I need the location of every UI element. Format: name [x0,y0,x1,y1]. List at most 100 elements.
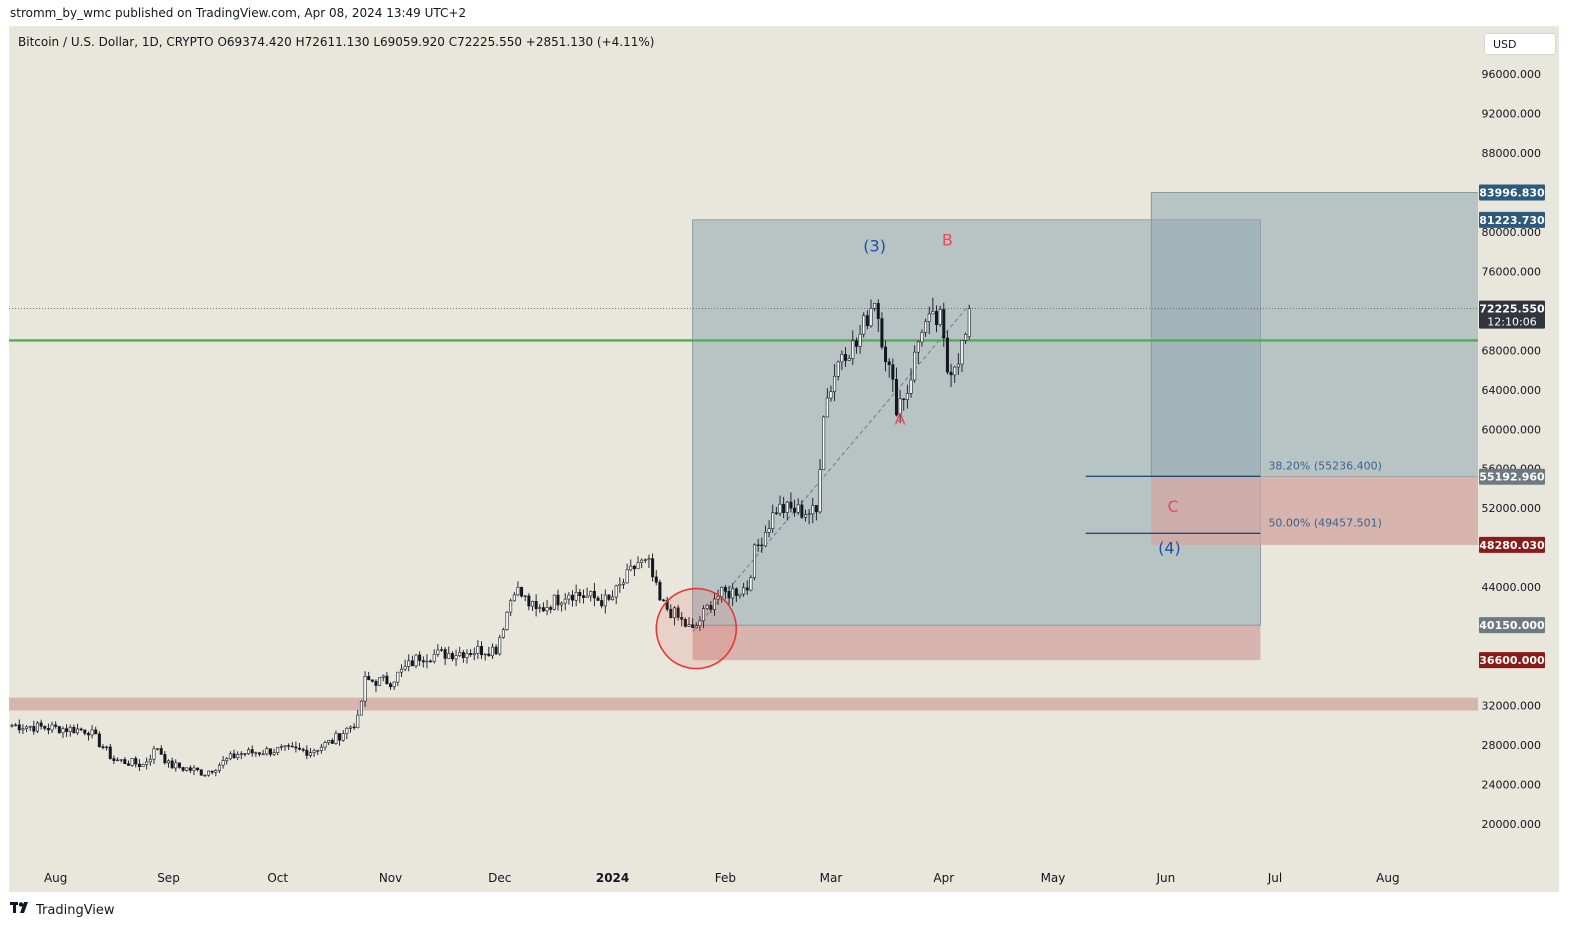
candle-body [279,746,283,748]
candle-body [367,676,371,681]
candle-body [829,391,833,399]
candle-body [450,653,454,660]
candle-body [79,728,83,731]
candle-body [356,714,360,729]
candle-body [112,758,116,761]
x-tick-label: Sep [157,871,180,885]
x-tick-label: May [1041,871,1066,885]
price-tag-1 [1479,211,1545,228]
y-tick-label: 64000.000 [1482,384,1542,397]
candle-body [916,341,920,353]
candle-body [232,753,236,758]
y-tick-label: 28000.000 [1482,739,1542,752]
candle-body [25,726,29,730]
candle-body [283,745,287,747]
symbol-ohlc-line: Bitcoin / U.S. Dollar, 1D, CRYPTO O69374… [18,35,655,49]
wave-label-0: (3) [863,237,886,256]
trend-line [692,304,970,632]
y-tick-label: 44000.000 [1482,581,1542,594]
candle-body [520,587,524,597]
candle-body [243,753,247,755]
x-tick-label: Feb [715,871,736,885]
y-tick-label: 52000.000 [1482,502,1542,515]
candle-body [782,503,786,513]
price-tag-6 [1479,652,1545,669]
candle-body [938,309,942,325]
y-tick-label: 96000.000 [1482,68,1542,81]
candle-body [50,724,54,731]
candle-body [418,654,422,661]
candle-body [960,340,964,365]
candle-body [207,770,211,776]
candle-body [57,726,61,734]
candle-body [658,581,662,601]
candle-body [272,752,276,755]
candle-body [836,361,840,377]
candle-body [873,302,877,309]
candle-body [501,629,505,638]
x-tick-label: Nov [379,871,402,885]
candle-body [268,748,272,755]
candle-body [949,371,953,376]
candle-body [217,764,221,771]
candle-body [276,747,280,753]
y-tick-label: 20000.000 [1482,818,1542,831]
candle-body [556,594,560,606]
price-tag-label-0: 83996.830 [1479,186,1545,199]
zone-red-1 [692,625,1261,661]
candle-body [811,505,815,515]
candle-body [760,544,764,547]
candle-body [603,594,607,607]
candle-body [177,762,181,768]
currency-button[interactable]: USD [1484,33,1556,55]
y-axis: 96000.000 92000.000 88000.000 80000.000 7600… [1479,68,1545,831]
y-tick-label: 60000.000 [1482,423,1542,436]
candle-body [181,767,185,771]
candle-body [72,726,76,734]
candle-body [902,398,906,401]
candle-body [884,346,888,363]
candle-body [126,763,130,766]
candle-body [945,337,949,373]
candle-body [123,759,127,765]
x-tick-label: Mar [820,871,843,885]
candle-body [552,594,556,610]
candle-body [632,565,636,570]
candle-body [236,754,240,758]
candle-body [61,728,65,734]
candle-body [643,559,647,561]
candle-body [363,676,367,702]
candle-body [298,747,302,750]
y-tick-label: 92000.000 [1482,107,1542,120]
candle-body [261,753,265,756]
candle-body [105,746,109,749]
candle-body [956,363,960,368]
candle-body [796,504,800,513]
candle-body [483,653,487,656]
candle-body [763,532,767,547]
candle-body [691,624,695,628]
fib-label-1: 50.00% (49457.501) [1268,516,1382,529]
candle-body [709,604,713,610]
candle-body [287,745,291,747]
candle-body [210,770,214,773]
candle-body [35,722,39,732]
candle-body [86,733,90,736]
candle-body [185,767,189,771]
y-tick-label: 32000.000 [1482,700,1542,713]
candle-body [640,559,644,563]
candle-body [560,602,564,606]
candle-body [199,769,203,776]
candle-body [323,742,327,748]
candle-body [880,318,884,348]
candle-body [341,733,345,741]
candle-body [778,503,782,514]
candle-body [392,681,396,688]
fib-label-0: 38.20% (55236.400) [1268,459,1382,472]
candle-body [214,770,218,773]
x-tick-label: 2024 [596,871,629,885]
candle-body [756,544,760,546]
price-tag-label-2: 72225.550 [1479,303,1545,316]
candle-body [46,728,50,731]
